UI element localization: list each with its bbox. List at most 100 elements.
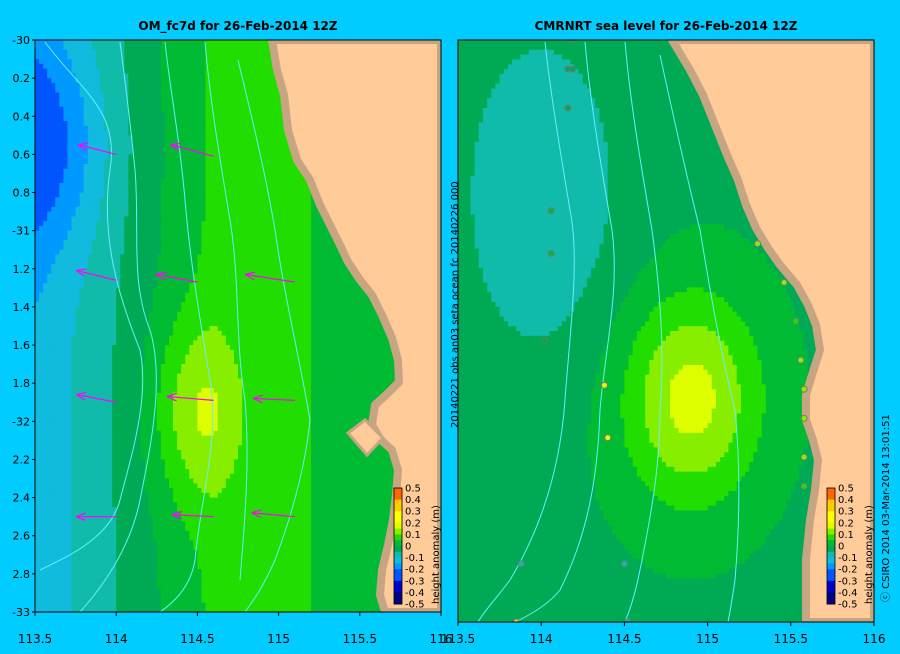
field-cell [71,573,77,580]
field-cell [55,87,60,94]
field-cell [83,554,89,561]
field-cell [181,492,186,499]
field-cell [189,240,194,246]
field-cell [201,168,207,175]
field-cell [136,597,142,604]
field-cell [160,578,166,584]
field-cell [140,278,146,284]
field-cell [83,478,89,484]
field-cell [75,230,81,237]
field-cell [83,497,89,503]
field-cell [116,187,121,194]
field-cell [104,125,109,132]
field-cell [152,540,158,546]
field-cell [43,292,48,298]
field-cell [168,49,174,55]
field-cell [181,121,186,127]
field-cell [128,78,134,84]
field-cell [95,364,101,370]
field-cell [51,297,56,303]
field-cell [55,578,60,584]
field-cell [120,526,125,532]
field-cell [116,235,121,241]
field-cell [51,235,56,241]
field-cell [95,163,101,170]
field-cell [136,178,142,184]
field-cell [43,101,48,108]
field-cell [177,178,182,184]
field-cell [185,154,190,160]
field-cell [63,187,69,194]
field-cell [128,345,134,351]
field-cell [63,221,69,227]
field-cell [193,449,198,456]
field-cell [91,173,97,179]
field-cell [75,454,81,461]
field-cell [185,392,190,399]
field-cell [156,364,162,370]
field-cell [181,516,186,523]
field-cell [108,597,113,604]
field-cell [152,530,158,537]
field-cell [148,402,154,408]
field-cell [99,359,105,365]
field-cell [67,49,73,55]
field-cell [160,397,166,403]
field-cell [168,221,174,227]
field-cell [55,592,60,599]
field-cell [104,116,109,122]
field-cell [67,278,73,284]
field-cell [99,278,105,284]
field-cell [112,306,117,313]
field-cell [156,278,162,284]
field-cell [160,316,166,322]
field-cell [104,507,109,513]
field-cell [104,440,109,446]
field-cell [148,445,154,451]
field-cell [91,202,97,208]
field-cell [185,445,190,451]
field-cell [104,502,109,508]
field-cell [156,259,162,265]
field-cell [112,163,117,170]
field-cell [148,535,154,542]
field-cell [63,292,69,298]
field-cell [116,101,121,108]
field-cell [152,202,158,208]
field-cell [83,359,89,365]
field-cell [197,178,203,184]
field-cell [39,592,44,599]
field-cell [168,206,174,213]
field-cell [181,592,186,599]
field-cell [124,140,129,146]
field-cell [79,40,85,46]
field-cell [75,545,81,551]
field-cell [164,192,170,198]
field-cell [148,221,154,227]
field-cell [112,569,117,575]
field-cell [112,97,117,103]
field-cell [177,278,182,284]
field-cell [51,383,56,389]
field-cell [144,550,150,556]
field-cell [47,316,52,322]
field-cell [128,268,134,275]
field-cell [173,240,178,246]
field-cell [152,111,158,117]
field-cell [39,387,44,394]
field-cell [67,421,73,427]
field-cell [63,545,69,551]
field-cell [75,144,81,151]
field-cell [35,368,40,375]
field-cell [189,192,194,198]
field-cell [35,125,40,132]
field-cell [193,154,198,160]
field-cell [35,92,40,98]
field-cell [177,183,182,189]
field-cell [43,130,48,136]
field-cell [164,87,170,94]
field-cell [47,569,52,575]
field-cell [87,121,93,127]
field-cell [75,254,81,260]
field-cell [189,287,194,294]
